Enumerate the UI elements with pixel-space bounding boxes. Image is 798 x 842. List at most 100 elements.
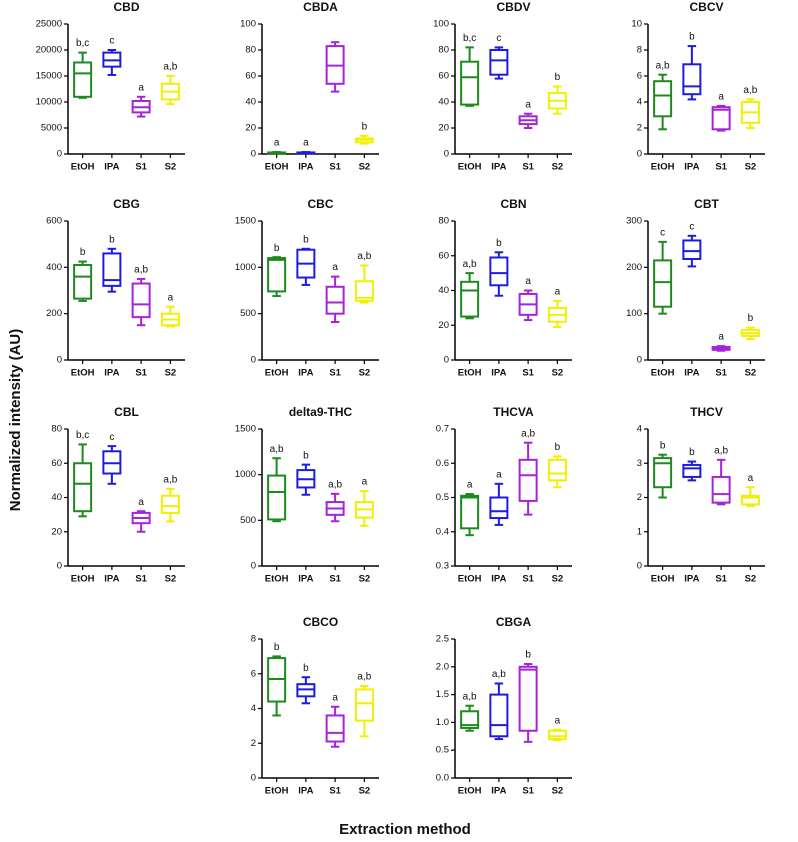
y-tick-label: 6 (637, 71, 642, 82)
x-tick-label: S1 (715, 162, 727, 173)
panel-title: CBT (694, 197, 719, 211)
x-tick-label: IPA (104, 574, 119, 585)
significance-label: a,b (743, 85, 757, 96)
significance-label: b (660, 440, 666, 451)
box (682, 239, 702, 260)
significance-label: b (689, 447, 695, 458)
y-tick-label: 4 (637, 97, 642, 108)
x-tick-label: S1 (715, 574, 727, 585)
significance-label: b (80, 247, 86, 258)
significance-label: a,b (163, 62, 177, 73)
panel-title: THCVA (493, 405, 534, 419)
significance-label: c (109, 36, 114, 47)
box (518, 665, 538, 732)
panel-title: CBC (308, 197, 334, 211)
box (73, 462, 93, 513)
y-tick-label: 2 (251, 738, 256, 749)
x-tick-label: EtOH (265, 162, 289, 173)
y-tick-label: 400 (46, 262, 62, 273)
x-tick-label: S1 (135, 162, 147, 173)
y-tick-label: 300 (626, 216, 642, 227)
x-tick-label: S2 (745, 368, 757, 379)
y-tick-label: 0 (637, 561, 642, 572)
panel-title: CBN (501, 197, 527, 211)
significance-label: b (689, 32, 695, 43)
y-tick-label: 0 (251, 355, 256, 366)
y-tick-label: 1500 (235, 424, 256, 435)
significance-label: a,b (357, 251, 371, 262)
y-tick-label: 0 (444, 149, 449, 160)
x-tick-label: S2 (359, 368, 371, 379)
x-tick-label: IPA (491, 786, 506, 797)
y-tick-label: 5000 (41, 123, 62, 134)
x-tick-label: S1 (522, 368, 534, 379)
y-tick-label: 80 (51, 424, 62, 435)
y-tick-label: 20 (245, 123, 256, 134)
significance-label: a (525, 99, 531, 110)
x-tick-label: EtOH (265, 368, 289, 379)
y-tick-label: 500 (240, 308, 256, 319)
significance-label: b (525, 650, 531, 661)
x-tick-label: IPA (298, 786, 313, 797)
box (354, 688, 374, 722)
box (160, 494, 180, 514)
x-tick-label: EtOH (458, 162, 482, 173)
significance-label: a (748, 473, 754, 484)
x-tick-label: S1 (329, 786, 341, 797)
y-tick-label: 100 (626, 308, 642, 319)
y-tick-label: 0.5 (436, 745, 449, 756)
y-tick-label: 0 (251, 561, 256, 572)
significance-label: a (718, 332, 724, 343)
box (682, 63, 702, 96)
y-tick-label: 20 (438, 320, 449, 331)
y-tick-label: 200 (626, 262, 642, 273)
y-tick-label: 2.0 (436, 661, 449, 672)
box (460, 280, 480, 318)
x-tick-label: S1 (135, 574, 147, 585)
box (267, 474, 287, 521)
y-tick-label: 20 (51, 526, 62, 537)
y-tick-label: 6 (251, 668, 256, 679)
y-tick-label: 0 (251, 773, 256, 784)
significance-label: b (274, 642, 280, 653)
y-tick-label: 80 (245, 45, 256, 56)
significance-label: a (525, 276, 531, 287)
box (460, 710, 480, 729)
x-tick-label: S2 (165, 574, 177, 585)
x-tick-label: S1 (715, 368, 727, 379)
significance-label: c (660, 227, 665, 238)
y-tick-label: 20 (438, 123, 449, 134)
y-tick-label: 80 (438, 45, 449, 56)
y-tick-label: 0 (57, 561, 62, 572)
significance-label: b (748, 313, 754, 324)
y-tick-label: 0.0 (436, 773, 449, 784)
x-tick-label: EtOH (458, 786, 482, 797)
y-tick-label: 4 (251, 703, 256, 714)
significance-label: a (332, 692, 338, 703)
significance-label: b (555, 72, 561, 83)
box (73, 61, 93, 98)
y-tick-label: 0 (637, 355, 642, 366)
x-tick-label: IPA (684, 162, 699, 173)
y-tick-label: 8 (251, 634, 256, 645)
x-tick-label: IPA (684, 368, 699, 379)
y-tick-label: 1500 (235, 216, 256, 227)
significance-label: c (689, 221, 694, 232)
panel-title: CBCO (303, 615, 338, 629)
significance-label: a,b (521, 428, 535, 439)
y-tick-label: 1000 (235, 262, 256, 273)
x-tick-label: IPA (491, 368, 506, 379)
y-tick-label: 1000 (235, 469, 256, 480)
panel-title: CBD (114, 0, 140, 14)
x-tick-label: S2 (552, 368, 564, 379)
x-tick-label: EtOH (458, 368, 482, 379)
x-tick-label: S1 (329, 368, 341, 379)
x-tick-label: S2 (552, 574, 564, 585)
x-tick-label: EtOH (458, 574, 482, 585)
significance-label: a (332, 262, 338, 273)
significance-label: a,b (163, 475, 177, 486)
x-tick-label: EtOH (651, 574, 675, 585)
significance-label: a (467, 480, 473, 491)
significance-label: a (496, 469, 502, 480)
y-tick-label: 0.6 (436, 458, 449, 469)
